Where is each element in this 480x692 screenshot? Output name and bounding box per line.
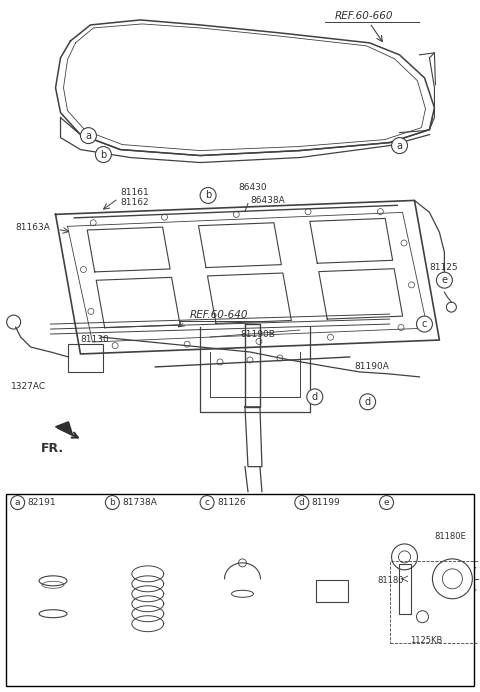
Circle shape	[417, 316, 432, 332]
Circle shape	[106, 495, 120, 509]
Circle shape	[81, 127, 96, 143]
Text: d: d	[299, 498, 305, 507]
Polygon shape	[56, 422, 72, 435]
Circle shape	[436, 272, 452, 288]
Text: d: d	[312, 392, 318, 402]
Text: b: b	[109, 498, 115, 507]
Text: 81199: 81199	[312, 498, 340, 507]
Text: 82191: 82191	[28, 498, 56, 507]
Text: 1125KB: 1125KB	[410, 636, 443, 645]
Text: 81190A: 81190A	[355, 363, 390, 372]
Circle shape	[307, 389, 323, 405]
Text: 81180E: 81180E	[434, 532, 466, 541]
Text: FR.: FR.	[41, 442, 64, 455]
Circle shape	[200, 188, 216, 203]
Text: a: a	[85, 131, 91, 140]
Text: 81190B: 81190B	[240, 329, 275, 338]
Text: 81125: 81125	[430, 263, 458, 272]
Text: c: c	[204, 498, 210, 507]
Circle shape	[380, 495, 394, 509]
Text: 81130: 81130	[81, 334, 109, 343]
Bar	[390, 561, 480, 643]
Text: a: a	[396, 140, 403, 151]
Text: 81163A: 81163A	[16, 223, 50, 232]
Text: 81161: 81161	[120, 188, 149, 197]
Text: e: e	[442, 275, 447, 285]
Bar	[316, 580, 348, 602]
Text: b: b	[205, 190, 211, 201]
Text: 1327AC: 1327AC	[11, 383, 46, 392]
Text: REF.60-660: REF.60-660	[335, 11, 393, 21]
Circle shape	[360, 394, 376, 410]
Text: 86438A: 86438A	[250, 196, 285, 205]
Text: d: d	[365, 397, 371, 407]
Circle shape	[200, 495, 214, 509]
Bar	[69, 344, 103, 372]
Text: 81126: 81126	[217, 498, 246, 507]
Text: REF.60-640: REF.60-640	[190, 310, 249, 320]
Text: 86430: 86430	[238, 183, 266, 192]
Circle shape	[295, 495, 309, 509]
Text: b: b	[100, 149, 107, 160]
Text: c: c	[422, 319, 427, 329]
Text: e: e	[384, 498, 389, 507]
Text: 81162: 81162	[120, 198, 149, 207]
Text: 81738A: 81738A	[122, 498, 157, 507]
Bar	[398, 564, 410, 614]
Circle shape	[392, 138, 408, 154]
Text: 81180: 81180	[378, 576, 404, 585]
Circle shape	[96, 147, 111, 163]
Circle shape	[11, 495, 24, 509]
Text: a: a	[15, 498, 20, 507]
Bar	[6, 493, 474, 686]
